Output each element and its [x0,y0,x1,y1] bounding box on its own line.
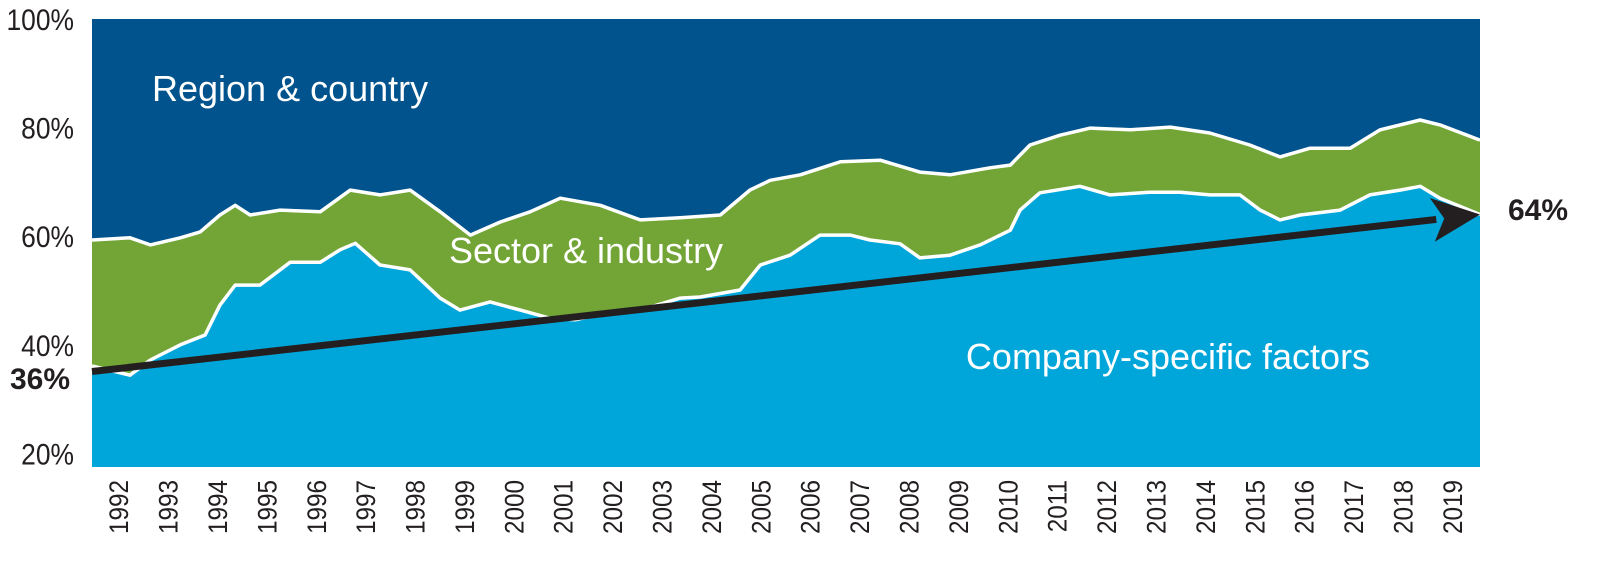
x-tick-label: 2015 [1241,480,1270,534]
x-axis-ticks: 1992 1993 1994 1995 1996 1997 1998 1999 2000 2001… [105,480,1468,534]
y-tick-label: 60% [21,220,74,254]
x-tick-label: 2019 [1439,480,1468,534]
trend-arrow [91,198,1480,376]
series-label-region: Region & country [152,68,428,109]
trend-line [91,215,1437,376]
x-tick-label: 1992 [105,480,134,534]
y-tick-label: 100% [6,2,74,36]
y-axis-ticks: 20% 40% 60% 80% 100% [6,2,74,470]
x-tick-label: 2012 [1093,480,1122,534]
boundary-line-company [91,184,1481,377]
x-tick-label: 2003 [648,480,677,534]
y-tick-label: 80% [21,111,74,145]
arrowhead-icon [1429,198,1480,242]
x-tick-label: 2018 [1389,480,1418,534]
x-tick-label: 2008 [895,480,924,534]
x-tick-label: 2016 [1291,480,1320,534]
x-tick-label: 2002 [599,480,628,534]
x-tick-label: 2014 [1192,480,1221,534]
x-tick-label: 1996 [303,480,332,534]
x-tick-label: 1993 [154,480,183,534]
x-tick-label: 2006 [797,480,826,534]
y-tick-label: 40% [21,328,74,362]
x-tick-label: 2011 [1044,480,1073,532]
y-tick-label: 20% [21,437,74,471]
x-tick-label: 2001 [550,480,579,534]
x-tick-label: 2000 [500,480,529,534]
x-tick-label: 1998 [401,480,430,534]
trend-start-label: 36% [10,363,70,396]
series-label-company: Company-specific factors [966,336,1370,377]
x-tick-label: 1994 [204,480,233,534]
x-tick-label: 1999 [451,480,480,534]
series-label-sector: Sector & industry [449,230,723,271]
x-tick-label: 2009 [945,480,974,534]
x-tick-label: 2005 [747,480,776,534]
x-tick-label: 1997 [352,480,381,534]
trend-end-label: 64% [1508,194,1568,227]
x-tick-label: 2004 [698,480,727,534]
x-tick-label: 2013 [1142,480,1171,534]
boundary-line-sector [91,118,1481,247]
x-tick-label: 2007 [846,480,875,534]
x-tick-label: 2010 [994,480,1023,534]
x-tick-label: 2017 [1340,480,1369,534]
x-tick-label: 1995 [253,480,282,534]
